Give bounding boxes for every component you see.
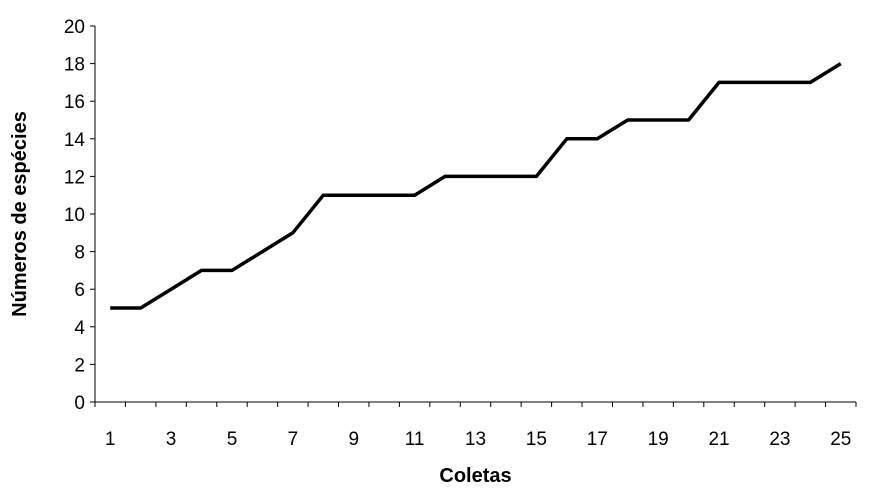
y-tick-label: 4 bbox=[74, 318, 85, 339]
x-tick-label: 5 bbox=[227, 429, 238, 450]
x-tick-label: 7 bbox=[288, 429, 299, 450]
y-tick-label: 2 bbox=[74, 355, 85, 376]
y-axis-title: Números de espécies bbox=[9, 111, 31, 317]
x-axis-title: Coletas bbox=[439, 465, 511, 487]
y-tick-label: 20 bbox=[64, 17, 85, 38]
x-tick-label: 11 bbox=[405, 429, 425, 450]
x-tick-label: 21 bbox=[708, 429, 729, 450]
x-tick-label: 1 bbox=[105, 429, 116, 450]
y-tick-label: 6 bbox=[74, 280, 85, 301]
series-line bbox=[110, 62, 842, 310]
y-tick-label: 18 bbox=[64, 55, 85, 76]
x-tick-label: 17 bbox=[587, 429, 608, 450]
x-tick-label: 25 bbox=[830, 429, 851, 450]
x-tick-label: 3 bbox=[166, 429, 177, 450]
x-tick-label: 15 bbox=[526, 429, 547, 450]
y-tick-label: 8 bbox=[74, 243, 85, 264]
series bbox=[110, 62, 842, 310]
y-tick-label: 12 bbox=[64, 167, 85, 188]
y-tick-label: 10 bbox=[64, 205, 85, 226]
y-tick-label: 16 bbox=[64, 92, 85, 113]
y-axis-ticks: 0 2 4 6 8 10 12 14 16 18 20 bbox=[64, 17, 95, 414]
y-tick-label: 0 bbox=[74, 393, 85, 414]
x-tick-label: 19 bbox=[648, 429, 669, 450]
x-axis-ticks: 1 3 5 7 9 11 13 15 17 19 21 23 25 bbox=[94, 402, 857, 450]
x-tick-label: 9 bbox=[348, 429, 359, 450]
x-tick-label: 13 bbox=[465, 429, 486, 450]
x-tick-label: 23 bbox=[769, 429, 790, 450]
y-tick-label: 14 bbox=[64, 130, 86, 151]
